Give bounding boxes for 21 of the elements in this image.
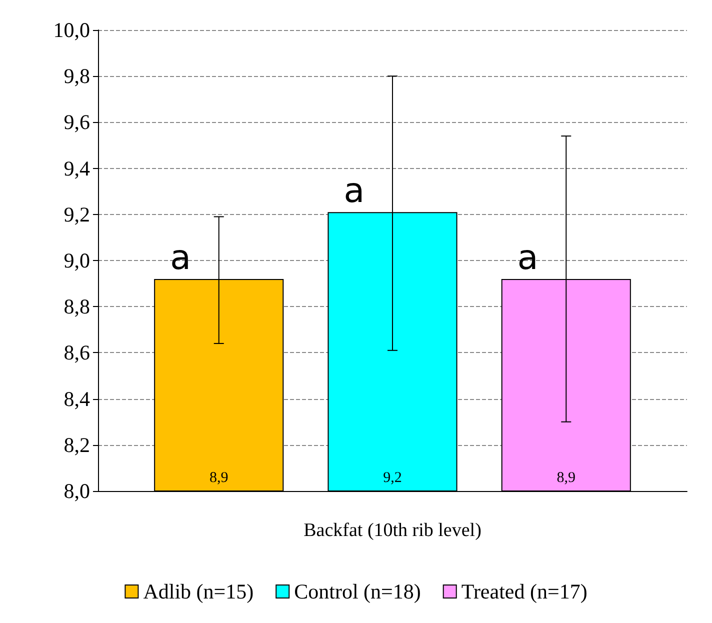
y-tick-label: 8,2 <box>64 432 90 457</box>
legend-label: Adlib (n=15) <box>143 580 254 604</box>
y-tick-label: 10,0 <box>53 18 90 42</box>
y-tick-label: 9,6 <box>64 110 90 134</box>
y-tick-label: 8,4 <box>64 386 90 411</box>
legend-label: Control (n=18) <box>294 580 421 604</box>
y-tick-label: 9,2 <box>64 202 90 226</box>
annotation: a <box>170 238 191 278</box>
y-tick-label: 9,0 <box>64 248 90 272</box>
y-tick-label: 8,0 <box>64 479 90 503</box>
annotation: a <box>517 238 538 278</box>
y-tick-label: 8,6 <box>64 340 90 365</box>
data-label: 8,9 <box>209 470 228 486</box>
data-label: 9,2 <box>383 470 402 486</box>
annotation: a <box>344 171 365 212</box>
legend-label: Treated (n=17) <box>461 580 588 604</box>
x-tick-label: Backfat (10th rib level) <box>304 520 482 541</box>
y-tick-label: 8,8 <box>64 294 90 319</box>
y-tick-label: 9,4 <box>64 156 90 180</box>
y-tick-label: 9,8 <box>64 64 90 88</box>
data-label: 8,9 <box>556 470 576 486</box>
